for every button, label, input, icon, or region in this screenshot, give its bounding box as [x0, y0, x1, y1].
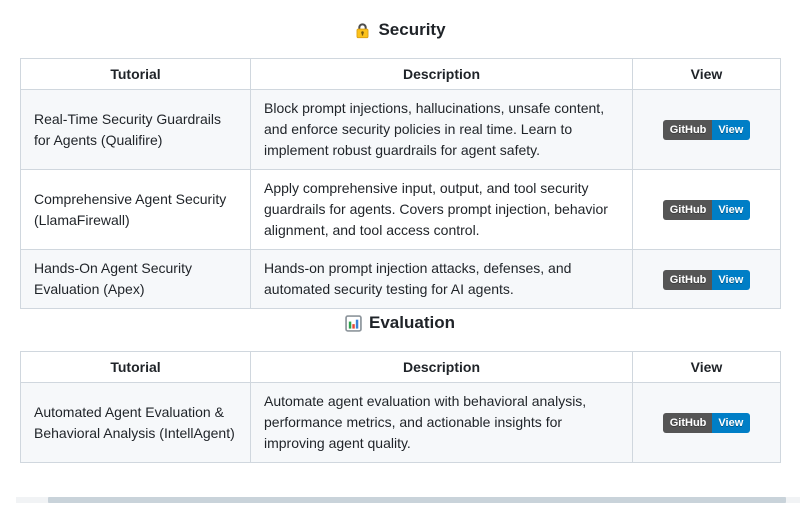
badge-github-label: GitHub	[662, 413, 713, 434]
column-header-view: View	[632, 58, 781, 90]
column-header-description: Description	[250, 351, 633, 383]
column-header-tutorial: Tutorial	[20, 351, 251, 383]
table-row: Comprehensive Agent Security (LlamaFirew…	[20, 169, 781, 250]
tutorial-cell: Real-Time Security Guardrails for Agents…	[20, 89, 251, 170]
badge-view-label: View	[712, 120, 751, 141]
table-row: Hands-On Agent Security Evaluation (Apex…	[20, 249, 781, 309]
badge-view-label: View	[712, 413, 751, 434]
table-row: Automated Agent Evaluation & Behavioral …	[20, 382, 781, 463]
table-header-row: Tutorial Description View	[20, 58, 781, 90]
table-row: Real-Time Security Guardrails for Agents…	[20, 89, 781, 170]
section-title: Security	[378, 20, 446, 39]
column-header-description: Description	[250, 58, 633, 90]
tutorial-cell: Comprehensive Agent Security (LlamaFirew…	[20, 169, 251, 250]
badge-view-label: View	[712, 269, 751, 290]
description-cell: Automate agent evaluation with behaviora…	[250, 382, 633, 463]
security-table: Tutorial Description View Real-Time Secu…	[20, 58, 781, 309]
badge-github-label: GitHub	[662, 120, 713, 141]
github-view-badge[interactable]: GitHub View	[662, 269, 751, 290]
tutorial-cell: Automated Agent Evaluation & Behavioral …	[20, 382, 251, 463]
github-view-badge[interactable]: GitHub View	[662, 200, 751, 221]
section-title: Evaluation	[369, 313, 455, 332]
description-cell: Hands-on prompt injection attacks, defen…	[250, 249, 633, 309]
badge-github-label: GitHub	[662, 269, 713, 290]
lock-icon	[354, 22, 371, 39]
horizontal-scrollbar-thumb[interactable]	[48, 497, 786, 503]
view-cell: GitHub View	[632, 382, 781, 463]
github-view-badge[interactable]: GitHub View	[662, 120, 751, 141]
section-heading-security: Security	[20, 16, 780, 44]
evaluation-table: Tutorial Description View Automated Agen…	[20, 351, 781, 463]
description-cell: Block prompt injections, hallucinations,…	[250, 89, 633, 170]
badge-github-label: GitHub	[662, 200, 713, 221]
page-content: Security Tutorial Description View Real-…	[20, 16, 781, 463]
badge-view-label: View	[712, 200, 751, 221]
table-header-row: Tutorial Description View	[20, 351, 781, 383]
bar-chart-icon	[345, 314, 362, 332]
view-cell: GitHub View	[632, 249, 781, 309]
github-view-badge[interactable]: GitHub View	[662, 413, 751, 434]
tutorial-cell: Hands-On Agent Security Evaluation (Apex…	[20, 249, 251, 309]
column-header-view: View	[632, 351, 781, 383]
view-cell: GitHub View	[632, 169, 781, 250]
view-cell: GitHub View	[632, 89, 781, 170]
column-header-tutorial: Tutorial	[20, 58, 251, 90]
horizontal-scrollbar[interactable]	[16, 497, 800, 503]
description-cell: Apply comprehensive input, output, and t…	[250, 169, 633, 250]
section-heading-evaluation: Evaluation	[20, 309, 780, 337]
